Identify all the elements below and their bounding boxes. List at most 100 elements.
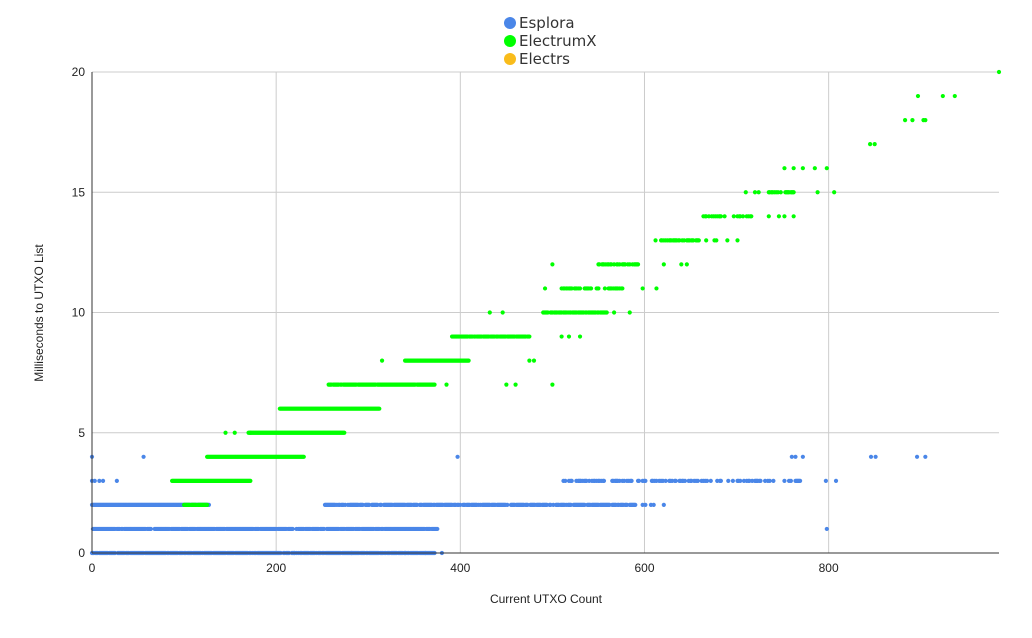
data-point-esplora [800,454,805,459]
data-point-esplora [100,478,106,483]
data-point-esplora [633,502,638,507]
legend-label: ElectrumX [519,32,597,50]
data-point-esplora [643,502,648,507]
data-point-electrumx [735,238,740,243]
data-point-electrumx [740,214,746,219]
data-point-electrumx [620,286,625,291]
y-tick-label: 15 [72,185,86,199]
data-point-electrumx [824,166,829,171]
y-tick-label: 5 [78,426,85,440]
legend-label: Electrs [519,50,570,68]
data-point-electrumx [550,262,555,267]
data-point-esplora [708,478,713,483]
data-point-esplora [290,526,295,532]
data-point-electrumx [752,190,758,195]
data-point-esplora [435,526,440,532]
data-point-electrumx [661,262,666,267]
data-point-electrumx [602,286,607,291]
legend-item-electrumx[interactable]: ElectrumX [504,32,597,50]
data-point-electrumx [915,93,921,99]
data-point-electrumx [635,262,641,267]
data-point-electrumx [952,93,957,99]
legend-marker-electrumx [504,35,516,47]
data-point-esplora [793,454,798,459]
y-tick-label: 10 [72,306,86,320]
data-point-esplora [914,454,920,459]
data-point-esplora [97,478,102,483]
data-point-electrumx [559,334,564,339]
data-point-esplora [648,502,654,507]
data-point-esplora [569,478,574,483]
legend-marker-electrs [504,53,516,65]
data-point-electrumx [725,238,730,243]
data-point-electrumx [504,382,509,387]
grid-lines [92,71,999,553]
data-point-electrumx [778,190,783,195]
data-point-electrumx [444,382,449,387]
data-point-esplora [738,478,743,483]
data-point-electrumx [577,334,583,339]
data-point-esplora [661,502,666,507]
data-point-electrumx [232,430,237,435]
data-point-electrumx [756,190,761,195]
data-point-esplora [141,454,146,459]
data-point-electrumx [223,430,228,435]
y-tick-label: 0 [78,546,85,560]
x-tick-label: 0 [89,561,96,575]
data-point-electrumx [714,238,719,243]
data-point-electrumx [588,286,594,291]
data-point-esplora [730,478,735,483]
data-point-esplora [705,478,710,483]
data-point-electrumx [205,502,210,507]
data-point-electrumx [612,310,617,315]
data-point-esplora [833,478,839,483]
y-tick-label: 20 [72,65,86,79]
data-point-electrumx [513,382,518,387]
data-point-electrumx [466,358,471,363]
data-point-electrumx [248,430,253,435]
data-point-electrumx [731,214,736,219]
data-point-electrumx [379,358,385,363]
data-point-electrumx [791,166,796,171]
data-point-esplora [788,478,794,483]
data-point-electrumx [832,190,837,195]
data-point-esplora [695,478,700,483]
data-point-electrumx [604,310,609,315]
data-point-electrumx [722,214,727,219]
y-axis-title: Milliseconds to UTXO List [32,244,46,382]
data-point-electrumx [800,166,805,171]
x-axis-title: Current UTXO Count [490,592,603,606]
data-point-electrumx [812,166,817,171]
x-tick-label: 800 [819,561,839,575]
data-point-electrumx [432,382,437,387]
data-point-esplora [643,478,648,483]
data-point-electrumx [791,214,796,219]
data-point-electrumx [766,214,771,219]
data-point-esplora [868,454,874,459]
data-point-esplora [673,478,678,483]
data-point-electrumx [867,142,873,147]
data-point-esplora [758,478,763,483]
data-point-esplora [798,478,803,483]
data-point-esplora [824,526,829,532]
data-point-electrumx [653,238,658,243]
x-tick-label: 400 [450,561,470,575]
data-point-esplora [148,526,154,532]
data-point-electrumx [815,190,820,195]
legend-marker-esplora [504,17,516,29]
data-point-esplora [782,478,787,483]
data-point-electrumx [531,358,537,363]
series-esplora [89,454,928,556]
legend-item-esplora[interactable]: Esplora [504,14,575,32]
data-point-electrumx [782,166,787,171]
data-point-esplora [629,478,634,483]
data-point-electrumx [902,118,908,123]
legend-item-electrs[interactable]: Electrs [504,50,570,68]
data-point-esplora [789,454,794,459]
data-point-electrumx [487,310,492,315]
data-point-electrumx [542,286,548,291]
data-point-esplora [563,478,568,483]
